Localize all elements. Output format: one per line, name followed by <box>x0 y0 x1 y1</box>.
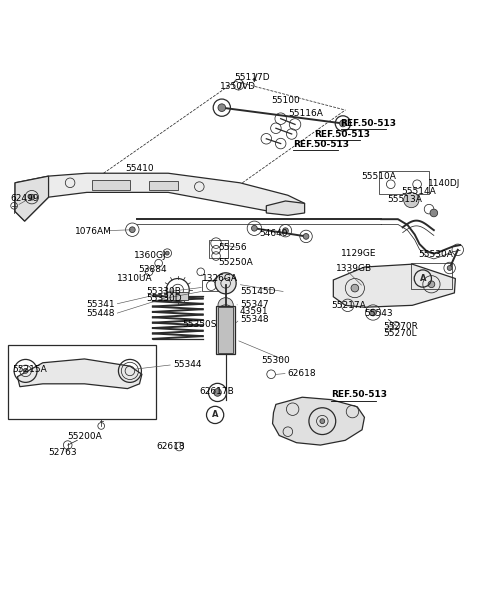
Text: REF.50-513: REF.50-513 <box>314 130 370 139</box>
Text: 55300: 55300 <box>262 356 290 365</box>
Text: 62618: 62618 <box>288 369 316 378</box>
Text: 43591: 43591 <box>240 307 269 316</box>
Bar <box>218 308 233 353</box>
Text: 55250A: 55250A <box>218 257 253 267</box>
Circle shape <box>447 265 452 270</box>
Text: 52763: 52763 <box>48 448 77 456</box>
Bar <box>216 306 235 354</box>
Text: 62618: 62618 <box>156 442 185 451</box>
Polygon shape <box>333 264 456 308</box>
Text: 54640: 54640 <box>259 229 288 238</box>
Circle shape <box>404 192 419 207</box>
Text: 1360GJ: 1360GJ <box>134 251 167 259</box>
Circle shape <box>339 120 346 127</box>
Text: 55344: 55344 <box>173 360 202 369</box>
Circle shape <box>370 309 376 316</box>
Text: 1350VD: 1350VD <box>220 81 256 90</box>
Text: 55410: 55410 <box>125 164 154 173</box>
Text: 55100: 55100 <box>271 96 300 105</box>
Circle shape <box>165 251 169 255</box>
Polygon shape <box>15 176 48 221</box>
Text: 55341: 55341 <box>86 300 115 309</box>
Text: 1140DJ: 1140DJ <box>428 179 460 188</box>
Circle shape <box>428 281 435 288</box>
Text: 55347: 55347 <box>240 300 269 309</box>
Circle shape <box>351 284 359 292</box>
Polygon shape <box>266 201 305 215</box>
Text: 1326GA: 1326GA <box>202 274 238 283</box>
Text: 53884: 53884 <box>139 265 167 274</box>
Text: 55350S: 55350S <box>182 320 217 329</box>
Bar <box>379 171 429 194</box>
Text: 55543: 55543 <box>364 309 393 318</box>
Circle shape <box>320 418 324 423</box>
Bar <box>167 292 188 300</box>
Text: REF.50-513: REF.50-513 <box>293 140 348 149</box>
Text: A: A <box>420 274 426 283</box>
Circle shape <box>214 388 221 396</box>
Text: 62499: 62499 <box>10 194 39 203</box>
Text: A: A <box>212 411 218 420</box>
Text: 55348: 55348 <box>240 315 269 324</box>
Text: 55145D: 55145D <box>240 288 276 297</box>
Polygon shape <box>273 397 364 445</box>
Circle shape <box>218 104 226 112</box>
Text: 55270L: 55270L <box>384 329 417 338</box>
Bar <box>209 240 228 258</box>
Text: 55117D: 55117D <box>234 73 270 82</box>
Text: REF.50-513: REF.50-513 <box>331 390 387 399</box>
Text: 55116A: 55116A <box>288 109 323 118</box>
Circle shape <box>283 228 288 233</box>
Text: 1310UA: 1310UA <box>117 274 152 283</box>
Bar <box>411 263 452 289</box>
Circle shape <box>23 368 28 373</box>
Text: 55513A: 55513A <box>387 195 422 204</box>
Circle shape <box>252 226 257 231</box>
Text: 55510A: 55510A <box>361 172 396 181</box>
Text: 55448: 55448 <box>86 309 115 318</box>
Text: 1076AM: 1076AM <box>75 227 112 236</box>
Polygon shape <box>17 359 142 388</box>
Text: 1339GB: 1339GB <box>336 265 372 273</box>
Circle shape <box>430 209 438 217</box>
Text: 55200A: 55200A <box>67 432 102 441</box>
Text: 1129GE: 1129GE <box>340 248 376 257</box>
Circle shape <box>218 298 233 313</box>
Bar <box>8 344 156 418</box>
Text: 55330B: 55330B <box>147 288 181 297</box>
Bar <box>149 181 178 191</box>
Circle shape <box>215 273 236 294</box>
Text: 55215A: 55215A <box>12 365 48 374</box>
Text: REF.50-513: REF.50-513 <box>340 119 396 128</box>
Text: 62617B: 62617B <box>199 387 234 396</box>
Circle shape <box>130 227 135 233</box>
Text: 55514A: 55514A <box>401 188 436 197</box>
Circle shape <box>216 305 235 323</box>
Text: 55217A: 55217A <box>331 301 366 310</box>
Bar <box>92 180 130 189</box>
Text: 55256: 55256 <box>218 244 247 253</box>
Polygon shape <box>15 173 305 221</box>
Circle shape <box>29 194 35 200</box>
Bar <box>202 280 222 291</box>
Text: 55270R: 55270R <box>384 323 419 332</box>
Text: 55330D: 55330D <box>147 294 182 303</box>
Circle shape <box>303 233 309 239</box>
Text: 55530A: 55530A <box>418 250 453 259</box>
